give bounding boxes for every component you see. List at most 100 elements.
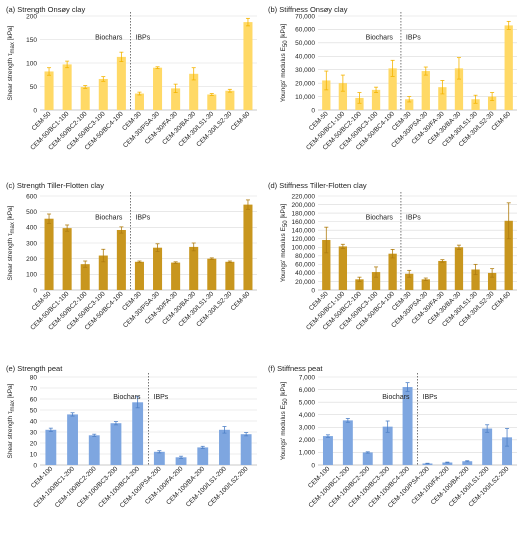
- bar: [197, 447, 209, 465]
- y-tick-label: 0: [311, 287, 315, 294]
- bar: [44, 218, 54, 290]
- y-tick-label: 50: [30, 84, 38, 91]
- bar: [454, 247, 464, 290]
- y-axis-label: Shear strength τmax [kPa]: [7, 25, 16, 100]
- y-tick-label: 3,000: [299, 425, 316, 432]
- y-tick-label: 150: [26, 37, 37, 44]
- y-tick-label: 10,000: [295, 94, 315, 101]
- group-label: IBPs: [154, 394, 169, 401]
- y-tick-label: 70,000: [295, 13, 315, 20]
- y-tick-label: 40,000: [295, 270, 315, 277]
- y-tick-label: 30,000: [295, 67, 315, 74]
- y-tick-label: 500: [26, 209, 37, 216]
- bar: [362, 452, 373, 465]
- bar: [487, 272, 497, 290]
- chart-panel-3: (c) Strength Tiller-Flotten clay 0 100 200 3…: [6, 181, 257, 332]
- chart-title: (b) Stiffness Onsøy clay: [268, 5, 348, 14]
- bar: [116, 56, 126, 110]
- group-label: IBPs: [406, 215, 421, 222]
- bar: [405, 99, 414, 110]
- bar: [225, 90, 235, 110]
- y-tick-label: 7,000: [299, 374, 316, 381]
- bar: [502, 437, 513, 465]
- chart-panel-6: (f) Stiffness peat 0 1,000 2,000 3,000 4,000 5…: [268, 364, 517, 510]
- y-tick-label: 20: [30, 440, 38, 447]
- y-tick-label: 200,000: [292, 202, 316, 209]
- bar: [421, 279, 430, 290]
- bar: [175, 457, 187, 465]
- bar: [134, 93, 144, 110]
- bar: [504, 25, 513, 110]
- y-axis-label: Youngs' modulus E50 [kPa]: [280, 382, 289, 461]
- bar: [338, 83, 348, 110]
- bar: [98, 255, 108, 290]
- group-label: Biochars: [95, 215, 123, 222]
- y-tick-label: 2,000: [299, 437, 316, 444]
- y-tick-label: 100: [26, 272, 37, 279]
- y-tick-label: 600: [26, 193, 37, 200]
- bar: [322, 80, 331, 110]
- bar: [355, 97, 364, 110]
- y-tick-label: 200: [26, 13, 37, 20]
- bar: [471, 99, 480, 110]
- group-label: IBPs: [135, 215, 150, 222]
- bar: [438, 260, 447, 290]
- y-tick-label: 40,000: [295, 54, 315, 61]
- group-label: IBPs: [135, 35, 150, 42]
- bar: [219, 429, 230, 465]
- bar: [80, 264, 90, 290]
- y-tick-label: 100: [26, 60, 37, 67]
- bar: [62, 64, 72, 110]
- y-tick-label: 200: [26, 256, 37, 263]
- y-tick-label: 60: [30, 396, 38, 403]
- bar: [402, 387, 413, 465]
- bar: [116, 229, 126, 290]
- x-tick-label: CEM-60: [230, 290, 252, 312]
- y-tick-label: 0: [311, 107, 315, 114]
- bar: [134, 261, 144, 290]
- bar: [342, 420, 353, 465]
- bar: [487, 96, 497, 110]
- group-label: IBPs: [406, 35, 421, 42]
- bar: [67, 414, 78, 465]
- x-tick-label: CEM-100/FA-200: [144, 465, 185, 506]
- bar: [153, 67, 163, 110]
- bar: [132, 402, 144, 465]
- y-tick-label: 0: [33, 107, 37, 114]
- group-label: Biochars: [366, 35, 394, 42]
- y-axis-label: Youngs' modulus E50 [kPa]: [280, 24, 289, 103]
- y-tick-label: 160,000: [292, 219, 316, 226]
- y-tick-label: 80: [30, 374, 38, 381]
- y-axis-label: Youngs' modulus E50 [kPa]: [280, 204, 289, 283]
- group-label: Biochars: [366, 215, 394, 222]
- bar: [338, 246, 348, 290]
- bar: [189, 73, 199, 110]
- bar: [153, 451, 165, 465]
- bar: [110, 423, 122, 465]
- x-tick-label: CEM-100/LS2-200: [207, 465, 250, 508]
- bar: [471, 269, 480, 290]
- x-tick-label: CEM-100/LS1-200: [185, 465, 228, 508]
- y-tick-label: 30: [30, 429, 38, 436]
- y-tick-label: 50: [30, 407, 38, 414]
- bar: [482, 428, 493, 465]
- bar: [189, 246, 199, 290]
- bar: [355, 279, 364, 290]
- y-axis-label: Shear strength τmax [kPa]: [7, 205, 16, 280]
- bar: [62, 228, 72, 290]
- bar: [44, 71, 54, 110]
- bar: [225, 261, 235, 290]
- y-tick-label: 1,000: [299, 450, 316, 457]
- chart-title: (f) Stiffness peat: [268, 364, 323, 373]
- bar: [243, 204, 253, 290]
- bar: [243, 22, 253, 110]
- x-tick-label: CEM-60: [230, 110, 252, 132]
- bar: [442, 462, 453, 465]
- y-tick-label: 220,000: [292, 193, 316, 200]
- y-tick-label: 100,000: [292, 245, 316, 252]
- bar: [462, 461, 473, 465]
- bar: [388, 253, 397, 290]
- group-label: IBPs: [423, 394, 438, 401]
- bar: [80, 86, 90, 110]
